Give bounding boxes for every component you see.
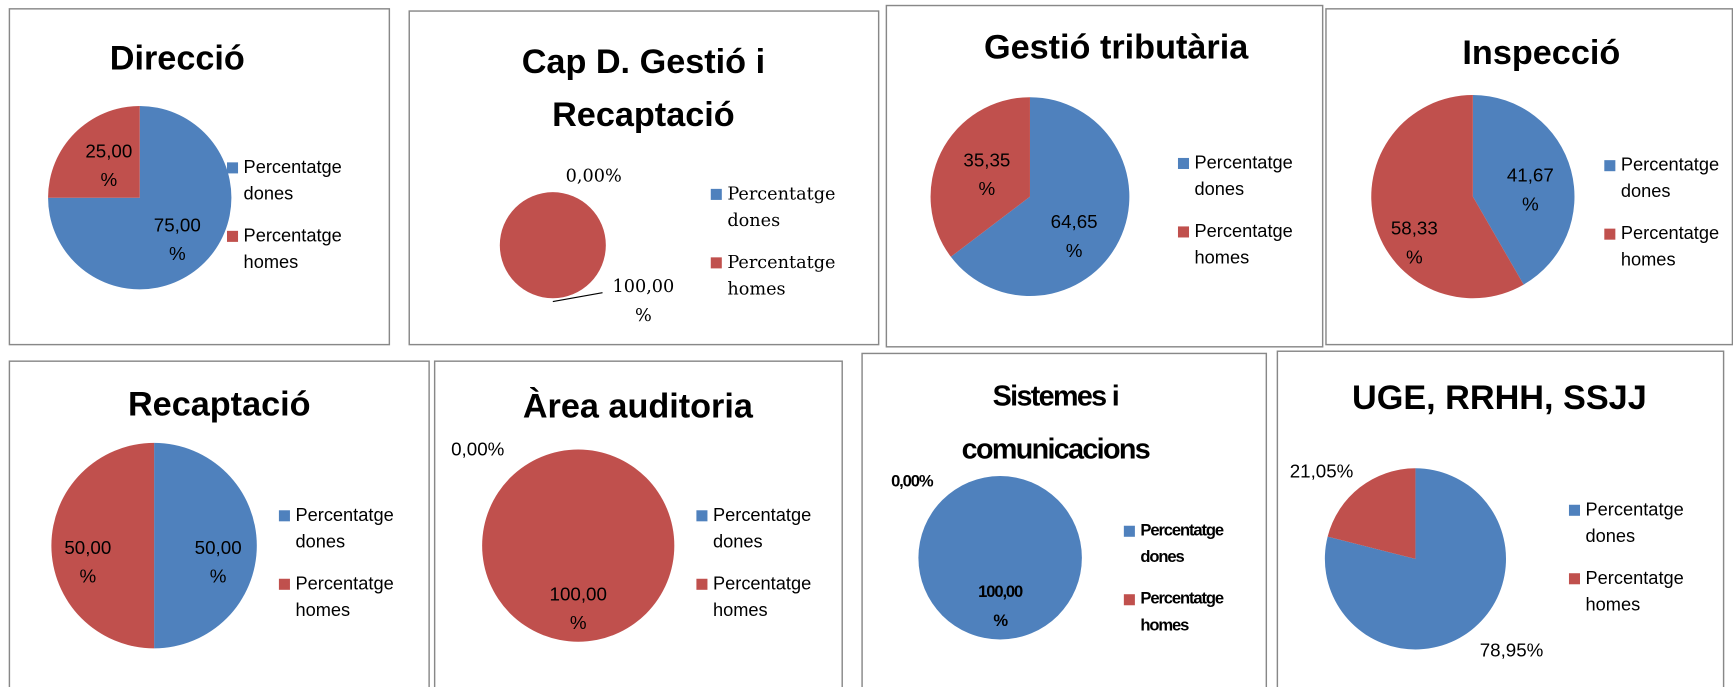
chart-panel: Sistemes i comunicacions 100,00 % Percentatg… <box>861 352 1268 687</box>
data-label: 64,65% <box>1051 211 1098 261</box>
legend-swatch <box>1568 573 1581 585</box>
chart-panel: Recaptació 50,00 % Percentatge dones 50,00% Pe… <box>8 360 430 687</box>
legend-swatch <box>696 578 708 590</box>
data-label: 0,00% <box>451 439 505 460</box>
pie-slice <box>950 97 1130 297</box>
data-label: 25,00% <box>85 140 132 190</box>
chart-title: Recaptació <box>128 386 311 424</box>
legend-label: Percentatge dones <box>1195 152 1293 199</box>
legend-label: Percentatge homes <box>1140 589 1223 635</box>
legend-swatch <box>1604 228 1616 240</box>
chart-panel: Àrea auditoria 0,00% Percentatge dones 100,0… <box>433 360 843 687</box>
data-label: 75,00% <box>154 214 201 264</box>
chart-panel: UGE, RRHH, SSJJ 78,95% Percentatge dones 21,… <box>1276 350 1725 687</box>
data-label: 100,00% <box>550 583 607 633</box>
pie-slice <box>930 97 1030 257</box>
legend-label: Percentatge dones <box>295 505 393 552</box>
chart-panel: Gestió tributària 64,65 % Percentatge dones 3… <box>885 4 1324 348</box>
legend-swatch <box>1177 226 1190 238</box>
legend-swatch <box>1177 157 1190 169</box>
legend-swatch <box>696 510 708 522</box>
pie-slice <box>154 442 257 649</box>
pie-slice <box>51 442 155 649</box>
legend-swatch <box>226 162 239 174</box>
pie-slice <box>1472 94 1575 285</box>
pie-slice <box>1371 94 1524 299</box>
chart-title: Direcció <box>110 40 245 78</box>
legend-swatch <box>1568 504 1581 516</box>
data-label: 21,05% <box>1290 461 1354 482</box>
chart-panel: Inspecció 41,67 % Percentatge dones 58,33 % Per… <box>1325 8 1733 346</box>
chart-panel: Cap D. Gestió i Recaptació 0,00% Percentatg… <box>408 10 880 346</box>
data-label: 100,00% <box>978 582 1023 630</box>
pie-slice <box>1327 468 1416 559</box>
legend-label: Percentatge homes <box>244 225 342 272</box>
chart-title: Gestió tributària <box>984 29 1249 67</box>
legend-label: Percentatge homes <box>295 573 393 620</box>
data-label: 100,00% <box>613 277 675 326</box>
pie-slice <box>482 449 675 642</box>
legend-label: Percentatge dones <box>1586 499 1684 546</box>
chart-title: Cap D. Gestió i Recaptació <box>522 43 765 134</box>
legend-label: Percentatge dones <box>713 505 811 552</box>
panel-border <box>408 10 880 346</box>
chart-title: UGE, RRHH, SSJJ <box>1352 379 1647 417</box>
data-label: 50,00% <box>195 537 242 587</box>
legend-swatch <box>226 230 239 242</box>
leader-line <box>552 292 603 303</box>
legend-swatch <box>710 188 722 200</box>
legend-label: Percentatge homes <box>1195 221 1293 268</box>
legend-label: Percentatge homes <box>727 253 835 300</box>
data-label: 41,67% <box>1507 165 1554 215</box>
legend-label: Percentatge homes <box>1586 568 1684 615</box>
data-label: 0,00% <box>566 167 622 187</box>
pie-slice <box>499 192 606 299</box>
chart-title: Àrea auditoria <box>523 386 754 426</box>
legend-swatch <box>1123 525 1135 537</box>
pie-slice <box>48 106 140 198</box>
chart-title: Sistemes i comunicacions <box>962 380 1150 465</box>
data-label: 50,00% <box>64 537 111 587</box>
legend-label: Percentatge homes <box>1621 223 1719 270</box>
pie-slice <box>918 476 1082 640</box>
legend-swatch <box>1123 594 1135 606</box>
legend-swatch <box>710 257 722 269</box>
legend-swatch <box>278 578 290 590</box>
legend-label: Percentatge dones <box>1140 521 1223 567</box>
legend-swatch <box>1604 160 1616 172</box>
legend-label: Percentatge dones <box>1621 154 1719 201</box>
data-label: 58,33% <box>1391 218 1438 268</box>
legend-swatch <box>278 510 290 522</box>
legend-label: Percentatge dones <box>727 184 835 231</box>
chart-panel: Direcció 75,00 % Percentatge dones 25,00 % Perc… <box>8 8 391 346</box>
data-label: 0,00% <box>891 472 934 491</box>
chart-title: Inspecció <box>1462 34 1620 72</box>
legend-label: Percentatge homes <box>713 573 811 620</box>
legend-label: Percentatge dones <box>244 157 342 204</box>
data-label: 78,95% <box>1480 640 1544 661</box>
data-label: 35,35% <box>963 149 1010 199</box>
